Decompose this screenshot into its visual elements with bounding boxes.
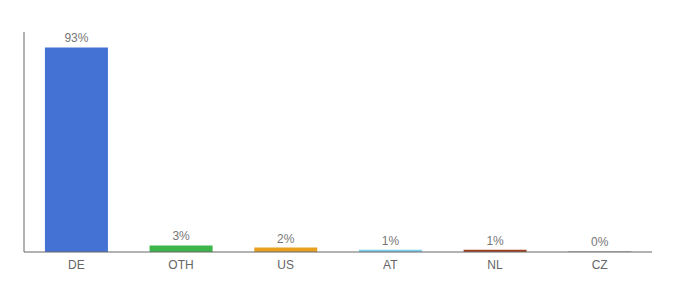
svg-text:0%: 0% <box>591 235 609 249</box>
svg-text:OTH: OTH <box>168 258 193 272</box>
svg-text:2%: 2% <box>277 232 295 246</box>
svg-text:DE: DE <box>68 258 85 272</box>
svg-text:1%: 1% <box>486 234 504 248</box>
svg-text:3%: 3% <box>172 229 190 243</box>
svg-text:1%: 1% <box>382 234 400 248</box>
svg-text:US: US <box>277 258 294 272</box>
svg-text:AT: AT <box>383 258 398 272</box>
svg-text:CZ: CZ <box>592 258 608 272</box>
svg-text:93%: 93% <box>64 31 88 45</box>
svg-text:NL: NL <box>487 258 503 272</box>
